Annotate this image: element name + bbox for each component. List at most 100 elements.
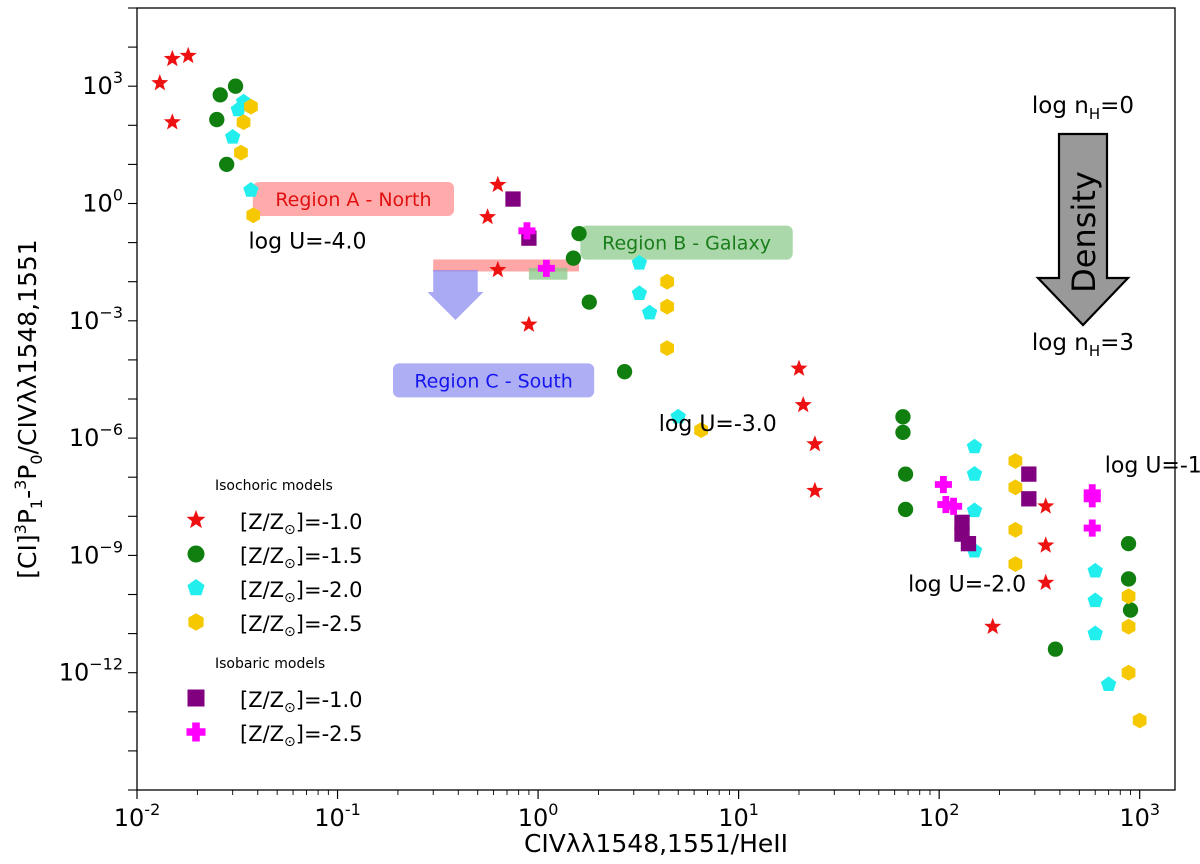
data-point [163,49,181,67]
data-point [243,182,259,197]
data-point [581,294,597,310]
legend-label: [Z/Z⊙]=-2.0 [240,578,363,606]
series-pentagon [225,93,1117,691]
data-point [984,617,1002,634]
y-axis: 103 100 10−3 10−6 10−9 10−12 [59,7,137,791]
data-point [1037,497,1055,514]
series-hexagon [234,98,1147,729]
logU-annotation: log U=-4.0 [249,230,367,255]
data-point [1083,490,1101,508]
series-square [505,191,1037,552]
y-tick-label: 10−6 [69,420,123,452]
data-point [631,254,648,270]
region-label: Region A - North [275,189,431,211]
legend-marker [186,510,206,529]
series-plus [518,222,1101,537]
x-tick-label: 101 [718,800,759,832]
legend-label: [Z/Z⊙]=-2.5 [240,722,363,750]
data-point [1037,573,1055,590]
data-point [897,466,914,482]
data-point [209,111,225,128]
region-bar [433,269,478,282]
data-point [641,304,658,320]
density-bottom-label: log nH=3 [1032,330,1134,360]
data-point [966,438,983,454]
x-tick-label: 102 [919,800,960,832]
legend-marker [187,579,205,596]
data-point [790,359,808,376]
legend-group-title: Isobaric models [215,656,325,672]
data-point [966,466,983,481]
data-point [1121,664,1136,681]
data-point [244,98,258,115]
data-point [895,424,911,441]
logU-annotation: log U=-1.0 [1105,454,1200,479]
data-point [179,46,197,64]
data-point [897,501,914,518]
data-point [520,315,538,332]
legend-label: [Z/Z⊙]=-1.0 [240,510,363,538]
data-point [954,514,970,531]
data-point [934,475,952,494]
data-point [806,435,824,452]
x-tick-label: 10-2 [114,800,161,832]
legend-marker [187,689,205,707]
data-point [212,87,228,103]
annotations: log U=-4.0 log U=-3.0 log U=-2.0 log U=-1.0… [249,93,1200,597]
x-tick-label: 103 [1119,800,1160,832]
legend-label: [Z/Z⊙]=-1.0 [240,688,363,716]
data-point [1087,625,1103,641]
data-point [230,101,246,117]
data-point [631,285,648,300]
data-point [1037,536,1055,553]
region-label-box [392,363,595,398]
data-point [1021,466,1037,482]
legend-group-title: Isochoric models [215,478,333,494]
upper-limit-arrow [427,281,484,320]
data-point [660,340,674,356]
data-point [1100,676,1117,691]
x-axis: 10-2 10-1 100 101 102 103 [114,790,1160,832]
data-point [794,396,812,413]
data-point [806,481,824,498]
data-point [1122,602,1139,618]
data-point [694,422,708,438]
data-point [895,409,911,425]
data-point [1008,479,1023,496]
logU-annotation: log U=-3.0 [659,412,777,437]
data-point [660,273,674,290]
x-tick-label: 100 [518,800,559,832]
density-arrow [1035,132,1131,327]
data-point [660,298,674,315]
y-tick-label: 10−3 [69,303,123,335]
data-point [163,113,181,130]
y-tick-label: 10−12 [59,655,123,687]
data-point [227,78,244,94]
x-tick-label: 10-1 [314,800,361,832]
data-point [518,222,536,240]
legend-marker [188,613,204,631]
y-tick-label: 10−9 [69,537,123,569]
data-point [1047,641,1064,657]
data-point [219,156,235,173]
y-tick-label: 100 [82,186,123,218]
data-point [236,114,251,131]
data-point [1008,453,1023,469]
legend-label: [Z/Z⊙]=-2.5 [240,612,363,640]
data-point [537,259,555,277]
data-point [225,129,241,144]
data-point [1008,556,1023,572]
data-point [670,408,686,424]
series-star [151,46,1055,634]
data-point [1132,712,1147,729]
data-point [1120,535,1137,552]
data-point [246,207,261,224]
data-point [1021,491,1037,507]
data-point [234,144,248,161]
logU-annotation: log U=-2.0 [908,572,1026,597]
legend: Isochoric models [Z/Z⊙]=-1.0 [Z/Z⊙]=-1.5 [Z… [186,478,363,750]
data-point [1121,618,1136,635]
y-tick-label: 103 [82,68,123,100]
region-label: Region B - Galaxy [602,233,771,255]
